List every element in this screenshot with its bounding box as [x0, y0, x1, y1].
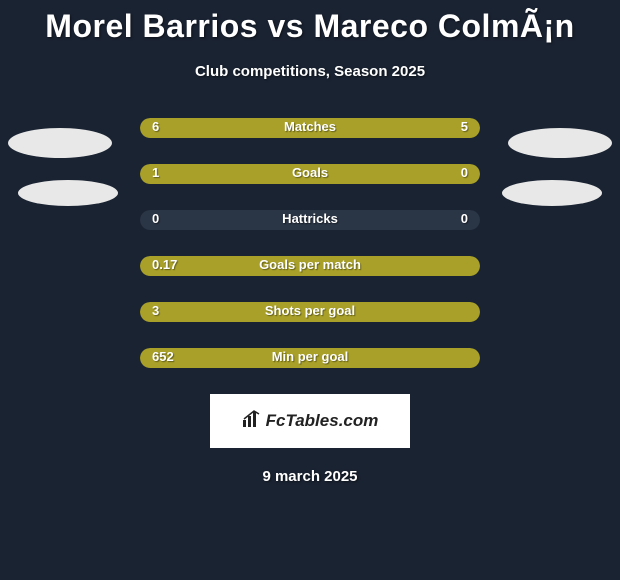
stats-container: 6 5 Matches 1 0 Goals 0 0 Hattricks 0.17 Goals per…	[0, 118, 620, 368]
stat-bar: 6 5 Matches	[140, 118, 480, 138]
stat-value-left: 0.17	[152, 257, 177, 272]
stat-value-left: 6	[152, 119, 159, 134]
stat-value-left: 0	[152, 211, 159, 226]
stat-value-left: 1	[152, 165, 159, 180]
stat-bar: 652 Min per goal	[140, 348, 480, 368]
stat-value-left: 3	[152, 303, 159, 318]
stat-value-right: 0	[461, 165, 468, 180]
stat-bar: 0.17 Goals per match	[140, 256, 480, 276]
stat-row: 652 Min per goal	[0, 348, 620, 368]
stat-row: 6 5 Matches	[0, 118, 620, 138]
page-title: Morel Barrios vs Mareco ColmÃ¡n	[0, 0, 620, 45]
stat-value-right: 0	[461, 211, 468, 226]
stat-value-left: 652	[152, 349, 174, 364]
stat-bar: 3 Shots per goal	[140, 302, 480, 322]
stat-label: Min per goal	[272, 349, 349, 364]
stat-row: 3 Shots per goal	[0, 302, 620, 322]
stat-label: Goals	[292, 165, 328, 180]
subtitle: Club competitions, Season 2025	[0, 63, 620, 80]
logo-text: FcTables.com	[266, 411, 379, 431]
stat-bar: 1 0 Goals	[140, 164, 480, 184]
stat-row: 1 0 Goals	[0, 164, 620, 184]
stat-bar: 0 0 Hattricks	[140, 210, 480, 230]
stat-label: Shots per goal	[265, 303, 355, 318]
chart-icon	[242, 410, 262, 433]
date-label: 9 march 2025	[0, 468, 620, 485]
stat-row: 0.17 Goals per match	[0, 256, 620, 276]
stat-row: 0 0 Hattricks	[0, 210, 620, 230]
fctables-logo[interactable]: FcTables.com	[210, 394, 410, 448]
stat-label: Matches	[284, 119, 336, 134]
stat-label: Goals per match	[259, 257, 361, 272]
stat-label: Hattricks	[282, 211, 338, 226]
stat-value-right: 5	[461, 119, 468, 134]
